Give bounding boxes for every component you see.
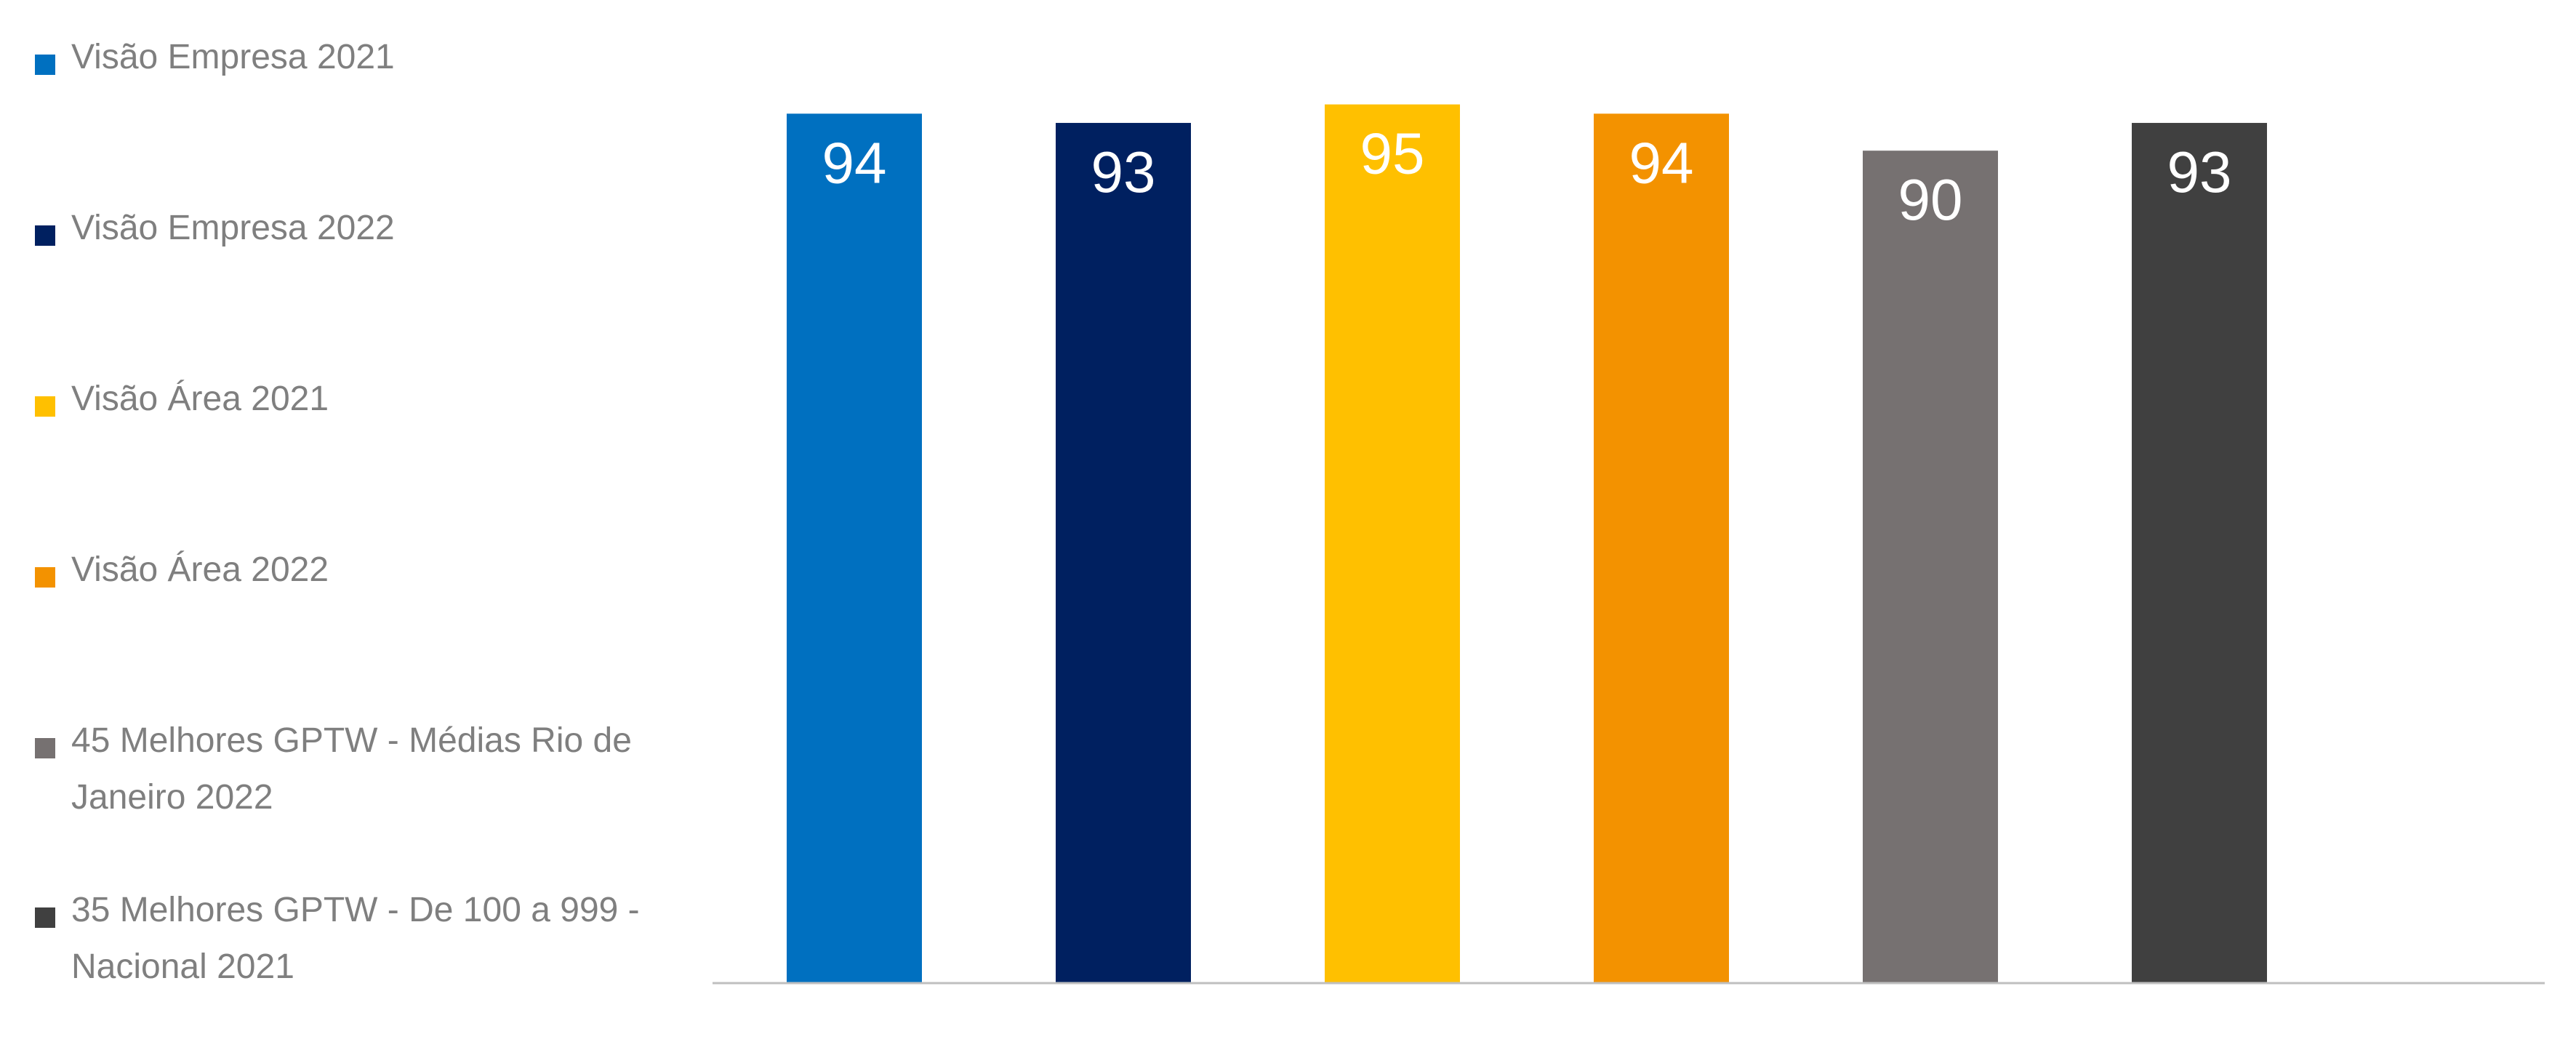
legend-label: Visão Área 2021 [71,380,329,418]
bar-value-label: 93 [2167,140,2232,204]
bar [1594,113,1729,983]
legend-swatch [35,907,55,928]
bar-value-label: 93 [1091,140,1156,204]
bar [2132,123,2267,983]
legend-label: Visão Empresa 2022 [71,209,395,247]
legend-label: 45 Melhores GPTW - Médias Rio de Janeiro… [71,721,632,817]
bar-value-label: 94 [1629,130,1694,195]
bar [1863,151,1998,984]
bar-value-label: 94 [822,130,887,195]
bar-value-label: 95 [1360,121,1425,186]
legend-swatch [35,567,55,588]
data-labels-group: 94 93 95 94 90 93 [822,121,2232,233]
legend-swatch [35,738,55,758]
bar [1325,104,1460,984]
legend-label: 35 Melhores GPTW - De 100 a 999 - Nacion… [71,891,640,986]
bars-group [787,104,2267,984]
bar-value-label: 90 [1898,167,1963,232]
bar [1056,123,1191,983]
legend-swatch [35,396,55,417]
legend-swatch [35,55,55,75]
legend-label: Visão Área 2022 [71,550,329,589]
legend-label: Visão Empresa 2021 [71,38,395,76]
bar [787,113,922,983]
legend-swatch [35,225,55,246]
